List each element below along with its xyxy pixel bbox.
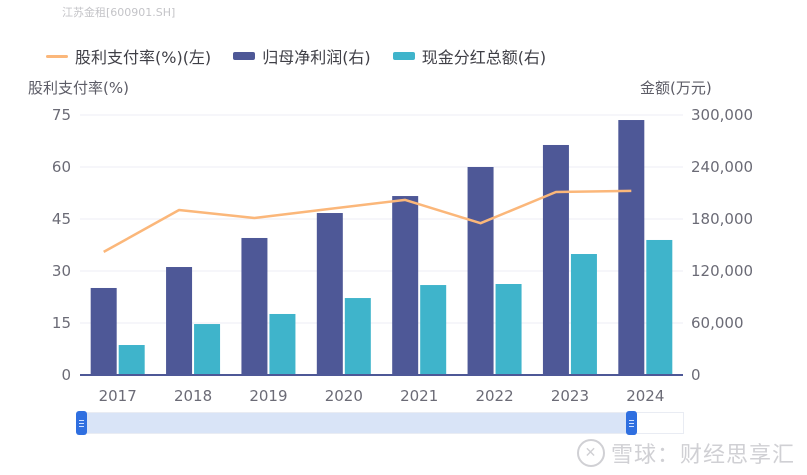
left-axis-title: 股利支付率(%) — [28, 79, 129, 97]
zoom-handle-left[interactable] — [76, 411, 87, 435]
right-tick-label: 60,000 — [691, 314, 744, 332]
zoom-handle-right[interactable] — [625, 411, 637, 435]
left-tick-label: 0 — [61, 366, 71, 384]
bar-net-profit — [316, 213, 343, 375]
legend-label-payout: 股利支付率(%)(左) — [75, 48, 212, 67]
legend-swatch-net-profit — [233, 52, 256, 60]
right-tick-label: 240,000 — [691, 158, 753, 176]
legend-item-payout[interactable]: 股利支付率(%)(左) — [46, 44, 211, 68]
bars — [90, 120, 673, 375]
bar-net-profit — [542, 144, 569, 375]
x-tick-label: 2021 — [400, 387, 438, 405]
left-tick-label: 30 — [52, 262, 71, 280]
stock-source-label: 江苏金租[600901.SH] — [62, 6, 176, 19]
legend-item-dividend[interactable]: 现金分红总额(右) — [392, 44, 547, 68]
left-tick-label: 60 — [52, 158, 71, 176]
data-zoom-slider[interactable] — [76, 411, 684, 435]
legend-label-net-profit: 归母净利润(右) — [262, 48, 371, 67]
bar-dividend — [344, 298, 371, 375]
bar-net-profit — [241, 237, 268, 375]
legend-item-net-profit[interactable]: 归母净利润(右) — [233, 44, 371, 68]
bar-dividend — [118, 345, 145, 375]
legend-swatch-payout — [46, 54, 68, 58]
right-axis-title: 金额(万元) — [640, 79, 712, 97]
right-tick-label: 0 — [691, 366, 701, 384]
bar-dividend — [420, 285, 447, 375]
bar-net-profit — [467, 167, 494, 375]
x-tick-label: 2024 — [626, 387, 664, 405]
watermark: ✕ 雪球：财经思享汇 — [576, 437, 795, 469]
legend-swatch-dividend — [392, 52, 415, 60]
xueqiu-logo-icon: ✕ — [576, 439, 605, 467]
payout-ratio-line — [103, 189, 632, 253]
right-axis-ticks: 0 60,000 120,000 180,000 240,000 300,000 — [691, 106, 753, 384]
watermark-text: 雪球：财经思享汇 — [610, 443, 795, 468]
left-tick-label: 75 — [52, 106, 71, 124]
x-axis-ticks: 2017 2018 2019 2020 2021 2022 2023 2024 — [99, 387, 665, 405]
bar-dividend — [570, 254, 597, 375]
legend-label-dividend: 现金分红总额(右) — [421, 48, 547, 67]
bar-net-profit — [392, 196, 419, 375]
bar-net-profit — [618, 120, 645, 375]
chart-legend: 股利支付率(%)(左) 归母净利润(右) 现金分红总额(右) — [46, 44, 546, 68]
x-tick-label: 2019 — [249, 387, 287, 405]
combo-chart: 0 15 30 45 60 75 0 60,000 120,000 180,000 240,000… — [52, 106, 753, 405]
x-tick-label: 2020 — [325, 387, 363, 405]
left-tick-label: 45 — [52, 210, 71, 228]
left-axis-ticks: 0 15 30 45 60 75 — [52, 106, 71, 384]
right-tick-label: 300,000 — [691, 106, 753, 124]
bar-dividend — [646, 239, 673, 375]
x-tick-label: 2023 — [551, 387, 589, 405]
bar-net-profit — [166, 267, 193, 375]
bar-net-profit — [90, 287, 117, 375]
left-tick-label: 15 — [52, 314, 71, 332]
bar-dividend — [194, 324, 221, 375]
bar-dividend — [269, 313, 296, 375]
right-tick-label: 180,000 — [691, 210, 753, 228]
x-tick-label: 2018 — [174, 387, 212, 405]
x-tick-label: 2022 — [475, 387, 513, 405]
x-tick-label: 2017 — [99, 387, 137, 405]
right-tick-label: 120,000 — [691, 262, 753, 280]
bar-dividend — [495, 284, 522, 375]
data-zoom-selected-range[interactable] — [81, 413, 631, 433]
